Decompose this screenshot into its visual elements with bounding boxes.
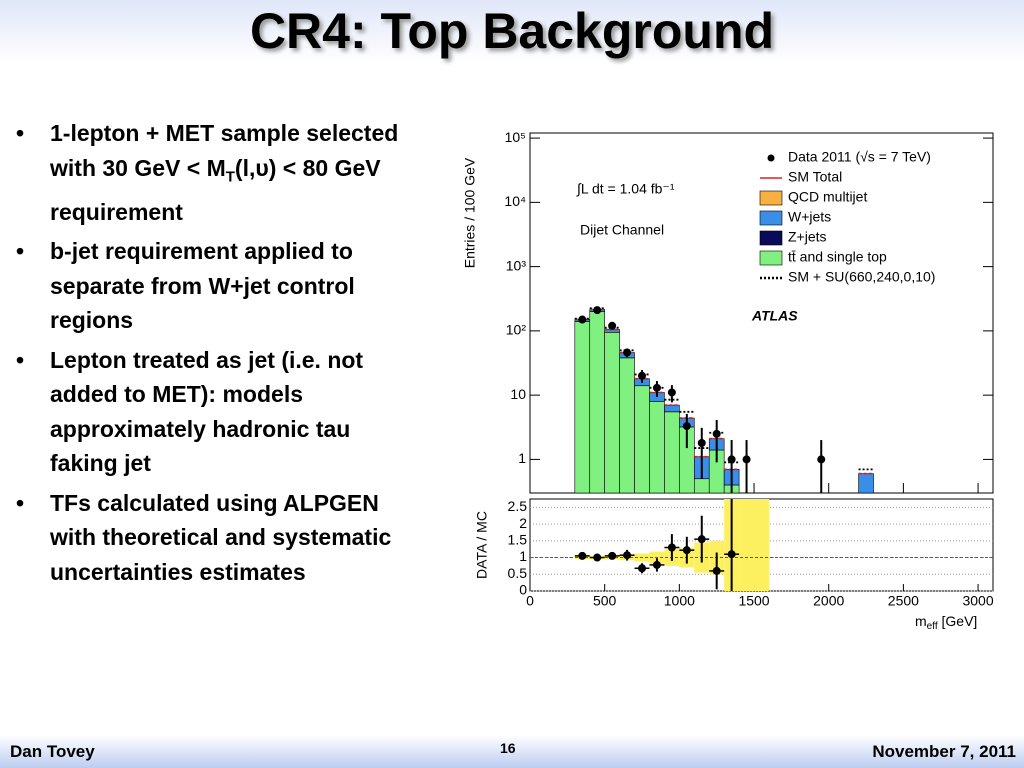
- y-tick-label: 10⁴: [504, 193, 526, 209]
- x-label-sub: eff: [927, 621, 938, 632]
- x-label-main: m: [915, 613, 927, 629]
- data-point: [682, 422, 691, 431]
- stack-segment: [649, 401, 665, 494]
- legend-marker: [759, 230, 783, 246]
- legend-label: tt̄ and single top: [788, 249, 887, 265]
- ratio-point: [578, 551, 587, 560]
- data-point: [623, 348, 632, 357]
- stack-segment: [634, 385, 650, 494]
- stack-segment: [604, 332, 620, 494]
- ratio-y-tick-label: 2: [519, 515, 527, 531]
- data-point: [667, 388, 676, 397]
- ratio-point: [608, 551, 617, 560]
- legend-label: SM Total: [788, 169, 842, 185]
- bullet-text: TFs calculated using ALPGEN with theoret…: [50, 489, 392, 585]
- x-tick-label: 3000: [962, 593, 993, 609]
- legend-marker: [759, 190, 783, 206]
- ratio-point: [667, 543, 676, 552]
- data-point: [712, 429, 721, 438]
- slide-title: CR4: Top Background: [249, 3, 775, 59]
- ratio-point: [727, 550, 736, 559]
- stack-segment: [574, 321, 591, 494]
- data-point: [727, 455, 736, 464]
- uncertainty-band: [754, 499, 769, 591]
- bullet-list: 1-lepton + MET sample selected with 30 G…: [14, 116, 419, 594]
- ratio-y-tick-label: 1.5: [508, 532, 528, 548]
- x-tick-label: 1500: [738, 593, 769, 609]
- uncertainty-band: [739, 499, 755, 591]
- bullet: 1-lepton + MET sample selected with 30 G…: [14, 116, 419, 229]
- stack-segment: [619, 357, 635, 494]
- page-number: 16: [500, 740, 516, 756]
- data-point: [652, 383, 661, 392]
- legend-label: QCD multijet: [788, 189, 867, 205]
- ratio-point: [652, 560, 661, 569]
- footer-band: [0, 735, 1024, 768]
- legend-marker: [759, 210, 783, 226]
- bullet: b-jet requirement applied to separate fr…: [14, 234, 419, 338]
- x-axis-label: meff [GeV]: [915, 613, 977, 632]
- ratio-point: [712, 566, 721, 575]
- footer-author: Dan Tovey: [10, 742, 95, 761]
- data-point: [697, 438, 706, 447]
- ratio-y-tick-label: 1: [519, 548, 527, 564]
- y-tick-label: 10: [510, 386, 526, 402]
- data-point: [593, 306, 602, 315]
- y-tick-label: 10³: [506, 257, 527, 273]
- stack-segment: [858, 473, 874, 494]
- y-tick-label: 10⁵: [505, 129, 526, 145]
- plot-frame: [529, 132, 994, 494]
- ratio-y-tick-label: 2.5: [508, 498, 528, 514]
- stack-segment: [664, 404, 680, 413]
- bullet: TFs calculated using ALPGEN with theoret…: [14, 486, 419, 590]
- x-tick-label: 2500: [888, 593, 919, 609]
- legend-label: SM + SU(660,240,0,10): [788, 269, 935, 285]
- legend-marker: [767, 154, 775, 162]
- bullet-text: b-jet requirement applied to separate fr…: [50, 238, 355, 334]
- bullet-text: Lepton treated as jet (i.e. not added to…: [50, 346, 364, 477]
- y-tick-label: 10²: [506, 322, 527, 338]
- luminosity-note: ∫L dt = 1.04 fb⁻¹: [576, 181, 675, 197]
- ratio-point: [682, 546, 691, 555]
- x-tick-label: 2000: [813, 593, 844, 609]
- stack-segment: [664, 411, 680, 494]
- ratio-point: [697, 535, 706, 544]
- stack-segment: [589, 311, 605, 494]
- data-point: [578, 315, 587, 324]
- figure: Entries / 100 GeV DATA / MC meff [GeV] ∫…: [461, 128, 994, 632]
- atlas-label: ATLAS: [751, 308, 798, 324]
- legend-label: W+jets: [788, 209, 831, 225]
- ratio-y-tick-label: 0.5: [508, 565, 528, 581]
- y-axis-label: Entries / 100 GeV: [462, 157, 478, 268]
- legend-label: Data 2011 (√s = 7 TeV): [788, 149, 931, 165]
- footer-date: November 7, 2011: [872, 742, 1016, 761]
- bullet-text: (l,υ) < 80 GeV requirement: [50, 154, 381, 225]
- legend-marker: [759, 250, 783, 266]
- stack-segment: [693, 478, 710, 494]
- subscript: T: [225, 168, 235, 186]
- x-tick-label: 1000: [664, 593, 695, 609]
- x-tick-label: 500: [593, 593, 617, 609]
- data-point: [638, 371, 647, 380]
- y-tick-label: 1: [518, 450, 526, 466]
- data-point: [742, 455, 751, 464]
- header-band: [0, 0, 1024, 62]
- channel-note: Dijet Channel: [580, 222, 664, 238]
- x-tick-label: 0: [526, 593, 534, 609]
- data-point: [817, 455, 826, 464]
- ratio-point: [623, 551, 632, 560]
- ratio-y-tick-label: 0: [519, 582, 527, 598]
- ratio-point: [638, 564, 647, 573]
- ratio-point: [593, 553, 602, 562]
- legend-label: Z+jets: [788, 229, 827, 245]
- ratio-y-axis-label: DATA / MC: [474, 511, 490, 579]
- x-label-unit: [GeV]: [938, 613, 978, 629]
- data-point: [608, 321, 617, 330]
- bullet-text: 1-lepton + MET sample selected with 30 G…: [50, 120, 399, 181]
- bullet: Lepton treated as jet (i.e. not added to…: [14, 343, 419, 481]
